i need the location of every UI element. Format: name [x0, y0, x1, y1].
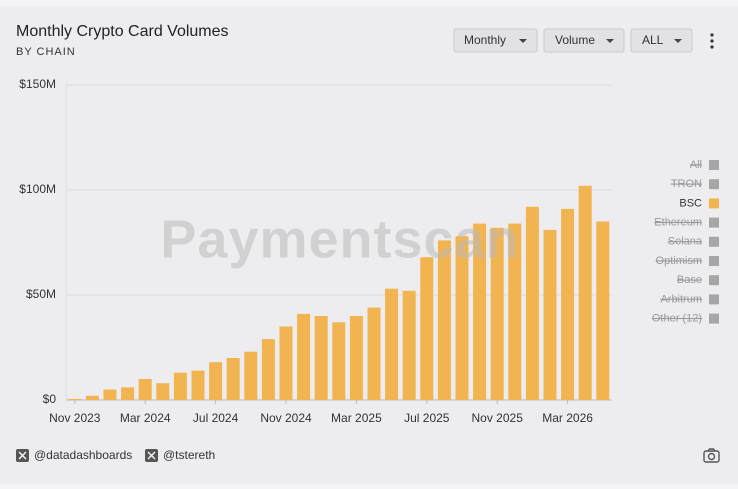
bar — [490, 227, 504, 400]
bar — [226, 358, 240, 400]
y-tick-label: $50M — [26, 287, 56, 301]
legend-swatch[interactable] — [709, 256, 719, 266]
x-tick-label: Jul 2024 — [193, 411, 239, 425]
bar — [543, 229, 557, 400]
bar — [138, 379, 152, 400]
bar — [121, 387, 135, 400]
camera-button[interactable] — [703, 448, 720, 463]
legend-label[interactable]: BSC — [679, 197, 702, 209]
x-tick-label: Nov 2024 — [260, 411, 312, 425]
bar — [191, 370, 205, 400]
footer-handle[interactable]: @tstereth — [163, 448, 215, 462]
plot: $0 $50M $100M $150M Nov 2023 Mar 2024 Jul 2024… — [19, 77, 719, 425]
bar — [261, 339, 275, 400]
x-tick-label: Jul 2025 — [404, 411, 450, 425]
x-tick-label: Mar 2024 — [120, 411, 171, 425]
bar — [279, 326, 293, 400]
legend-swatch[interactable] — [709, 217, 719, 228]
bar — [420, 257, 434, 400]
x-tick-label: Mar 2026 — [542, 411, 593, 425]
x-tick-label: Mar 2025 — [331, 411, 382, 425]
legend-swatch[interactable] — [709, 275, 719, 286]
legend-swatch[interactable] — [709, 179, 719, 190]
bar — [596, 221, 610, 400]
y-tick-label: $150M — [19, 77, 56, 91]
chart-subtitle: BY CHAIN — [16, 46, 76, 58]
legend-label[interactable]: TRON — [671, 178, 702, 190]
y-tick-label: $100M — [19, 182, 56, 196]
bar — [209, 362, 223, 400]
footer-link[interactable]: @tstereth — [145, 448, 215, 462]
bar — [437, 240, 451, 400]
bar — [332, 322, 346, 400]
bar — [385, 288, 399, 400]
footer-handle[interactable]: @datadashboards — [34, 448, 132, 462]
dropdown-label[interactable]: Volume — [555, 33, 595, 47]
dropdown[interactable]: Volume — [543, 28, 625, 53]
bar — [349, 316, 363, 400]
bar — [473, 223, 487, 400]
bar — [68, 398, 82, 400]
legend-swatch[interactable] — [709, 294, 719, 305]
card-background — [0, 6, 738, 484]
bar — [402, 290, 416, 400]
dropdown[interactable]: Monthly — [453, 28, 538, 53]
legend-label[interactable]: Optimism — [656, 255, 702, 267]
dropdown-label[interactable]: ALL — [642, 33, 664, 47]
bar — [173, 372, 187, 400]
dropdown-label[interactable]: Monthly — [464, 33, 506, 47]
bar — [85, 395, 99, 400]
legend-label[interactable]: Arbitrum — [660, 293, 702, 305]
legend-label[interactable]: Ethereum — [654, 217, 702, 229]
x-tick-label: Nov 2023 — [49, 411, 101, 425]
bar — [297, 313, 311, 400]
bar — [455, 236, 469, 400]
legend-label[interactable]: Solana — [668, 236, 703, 248]
bar — [561, 208, 575, 400]
bar — [314, 316, 328, 400]
legend-swatch[interactable] — [709, 160, 719, 170]
legend-swatch[interactable] — [709, 236, 719, 247]
bar — [156, 383, 170, 400]
legend-swatch[interactable] — [709, 198, 719, 209]
bar — [367, 307, 381, 400]
legend-label[interactable]: Base — [677, 274, 702, 286]
bar — [244, 351, 258, 400]
bar — [578, 185, 592, 400]
footer-link[interactable]: @datadashboards — [16, 448, 132, 462]
legend-label[interactable]: Other (12) — [652, 313, 702, 325]
watermark: Paymentscan — [160, 209, 519, 269]
y-tick-label: $0 — [43, 392, 57, 406]
bar — [103, 389, 117, 400]
bar — [525, 206, 539, 400]
x-tick-label: Nov 2025 — [472, 411, 524, 425]
bar — [508, 223, 522, 400]
dropdown[interactable]: ALL — [630, 28, 693, 53]
menu-button[interactable] — [710, 33, 714, 49]
chart-title: Monthly Crypto Card Volumes — [16, 23, 229, 40]
legend-swatch[interactable] — [709, 313, 719, 324]
legend-label[interactable]: All — [690, 159, 702, 171]
